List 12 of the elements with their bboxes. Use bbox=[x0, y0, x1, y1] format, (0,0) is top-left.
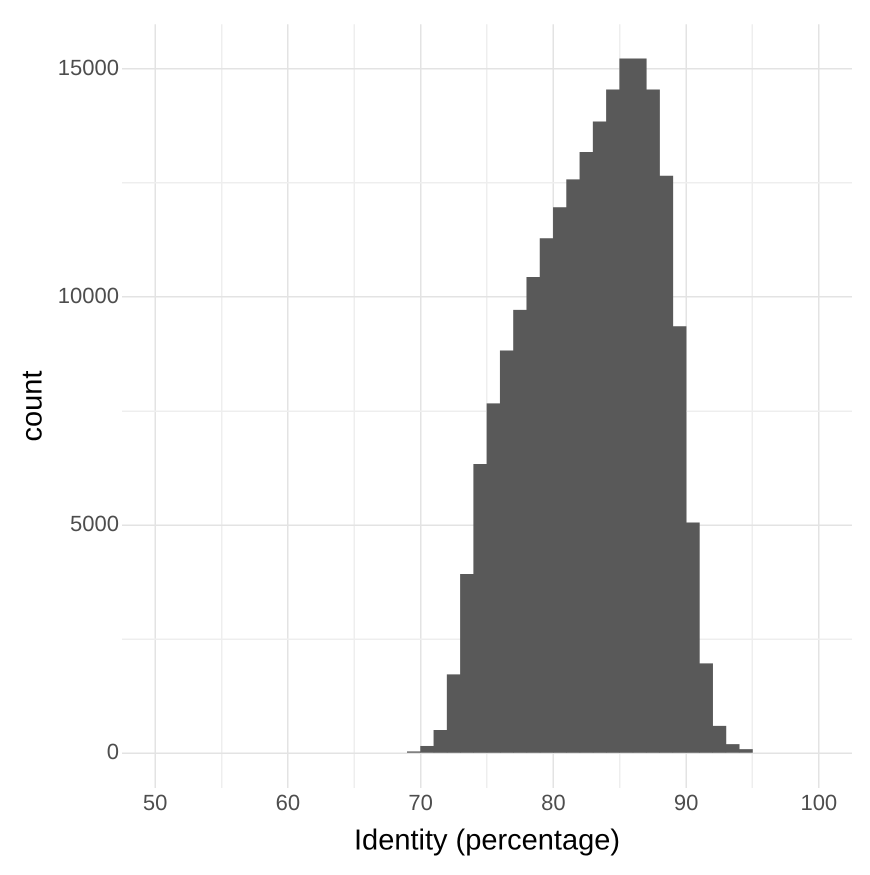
x-tick-label: 80 bbox=[541, 790, 566, 816]
y-axis-title: count bbox=[16, 370, 48, 442]
y-tick-label: 0 bbox=[106, 739, 119, 764]
y-tick-label: 5000 bbox=[70, 511, 119, 536]
x-tick-label: 100 bbox=[800, 790, 838, 816]
x-axis-title: Identity (percentage) bbox=[354, 824, 620, 857]
x-tick-label: 50 bbox=[142, 790, 168, 816]
y-tick-label: 10000 bbox=[58, 283, 119, 308]
y-tick-label: 15000 bbox=[58, 54, 119, 80]
x-tick-label: 70 bbox=[408, 790, 433, 816]
x-tick-label: 60 bbox=[276, 790, 300, 816]
x-tick-label: 90 bbox=[674, 790, 698, 816]
